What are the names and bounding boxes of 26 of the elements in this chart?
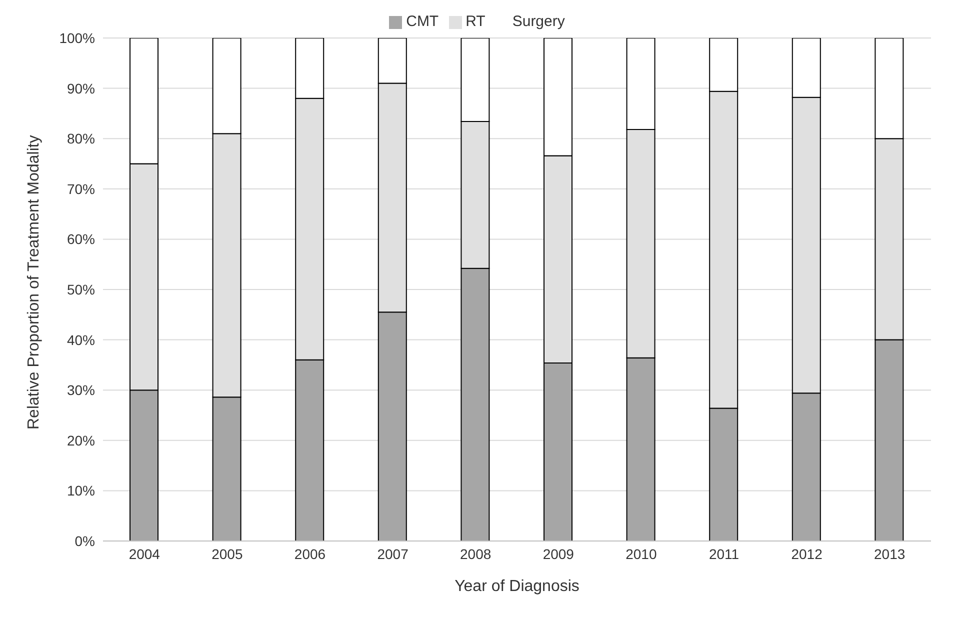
- x-tick-label: 2004: [128, 546, 160, 562]
- x-tick-label: 2010: [626, 546, 657, 562]
- y-tick-label: 50%: [66, 281, 95, 298]
- x-tick-label: 2006: [294, 546, 326, 562]
- legend-label: RT: [466, 13, 486, 30]
- y-tick-label: 0%: [74, 532, 95, 549]
- x-tick-label: 2011: [708, 546, 740, 562]
- x-tick-label: 2013: [874, 546, 906, 562]
- x-tick-label: 2005: [212, 546, 243, 562]
- y-tick-label: 60%: [66, 231, 95, 248]
- y-tick-label: 90%: [66, 80, 95, 96]
- y-tick-label: 40%: [66, 332, 95, 348]
- y-tick-label: 30%: [66, 382, 95, 398]
- y-tick-label: 100%: [59, 30, 95, 46]
- x-tick-label: 2007: [377, 546, 409, 562]
- x-tick-label: 2009: [542, 546, 574, 562]
- y-tick-label: 80%: [66, 130, 95, 147]
- x-tick-label: 2012: [791, 546, 823, 562]
- y-tick-label: 20%: [66, 432, 95, 448]
- x-tick-label: 2008: [460, 546, 492, 562]
- y-axis-title: Relative Proportion of Treatment Modality: [26, 135, 43, 430]
- y-tick-label: 70%: [66, 180, 95, 197]
- x-axis-title: Year of Diagnosis: [454, 578, 580, 595]
- y-tick-label: 10%: [66, 482, 95, 499]
- series-label: Surgery: [512, 13, 565, 30]
- legend-label: CMT: [406, 13, 439, 30]
